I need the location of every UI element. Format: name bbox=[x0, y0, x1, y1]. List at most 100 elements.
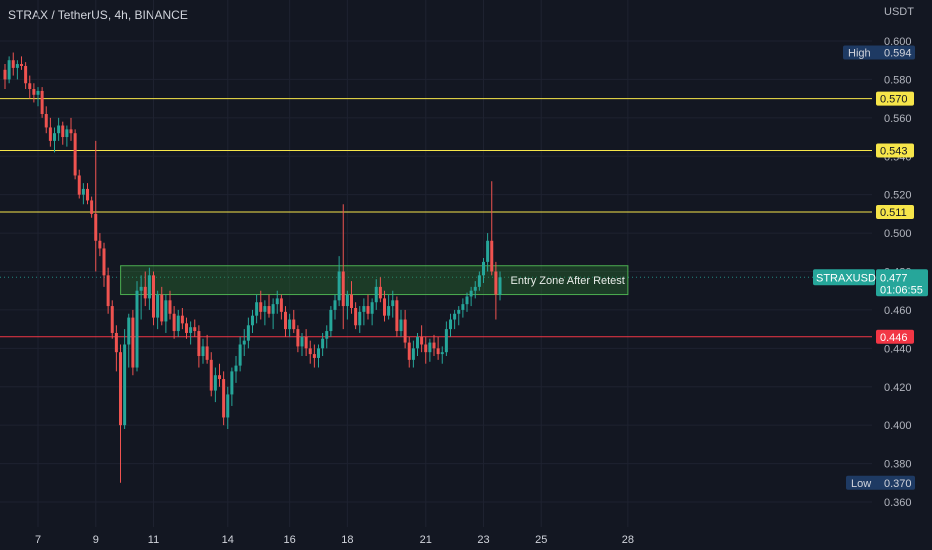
candle-body bbox=[36, 90, 40, 95]
entry-zone-label: Entry Zone After Retest bbox=[511, 275, 625, 287]
candle-body bbox=[366, 306, 370, 314]
low-label: Low bbox=[851, 478, 871, 490]
candle bbox=[176, 309, 180, 337]
candle-body bbox=[436, 348, 440, 355]
entry-zone bbox=[120, 265, 629, 296]
candle bbox=[288, 313, 292, 337]
candle bbox=[234, 356, 238, 383]
candle bbox=[457, 306, 461, 326]
candle bbox=[440, 346, 444, 364]
x-tick-label: 16 bbox=[284, 534, 296, 546]
candle-body bbox=[449, 319, 452, 330]
candle-body bbox=[399, 319, 403, 332]
candle-body bbox=[457, 309, 461, 314]
candle bbox=[399, 309, 403, 337]
candle-body bbox=[424, 344, 428, 353]
candle-body bbox=[11, 60, 15, 68]
candle bbox=[172, 306, 176, 339]
candle-body bbox=[205, 346, 209, 360]
candle bbox=[28, 75, 32, 99]
candle bbox=[32, 83, 36, 103]
candle-body bbox=[494, 271, 498, 295]
high-label: High bbox=[848, 48, 871, 60]
candle bbox=[411, 340, 415, 368]
candle bbox=[321, 332, 325, 357]
candle bbox=[226, 386, 230, 430]
candle-body bbox=[383, 298, 386, 316]
candle bbox=[403, 309, 407, 349]
candle bbox=[465, 292, 469, 312]
candle bbox=[362, 298, 366, 326]
last-price-tag-bg bbox=[876, 269, 928, 297]
candle-body bbox=[69, 129, 73, 134]
candle bbox=[358, 306, 362, 333]
candle bbox=[40, 87, 44, 118]
candle-body bbox=[337, 271, 341, 301]
candle bbox=[213, 367, 217, 403]
candle-body bbox=[395, 300, 399, 332]
candle bbox=[197, 325, 201, 368]
candle-countdown: 01:06:55 bbox=[880, 284, 923, 296]
candle-body bbox=[267, 306, 271, 314]
candle-body bbox=[90, 200, 94, 214]
candle bbox=[263, 300, 267, 326]
candle bbox=[354, 302, 358, 330]
candle bbox=[114, 325, 118, 372]
candle-body bbox=[246, 325, 250, 341]
candle-body bbox=[7, 60, 11, 80]
candle bbox=[284, 306, 287, 337]
candle-body bbox=[131, 317, 135, 368]
candle bbox=[432, 334, 436, 357]
candle-body bbox=[160, 294, 164, 322]
low-value: 0.370 bbox=[884, 478, 912, 490]
candle-body bbox=[321, 338, 325, 349]
candle bbox=[308, 340, 312, 364]
candle-body bbox=[40, 90, 44, 114]
candle-body bbox=[374, 286, 378, 303]
candle-body bbox=[312, 354, 316, 358]
candle-body bbox=[86, 188, 89, 201]
candle-body bbox=[81, 188, 85, 195]
candle-body bbox=[168, 300, 172, 314]
candle bbox=[461, 298, 465, 318]
candle bbox=[11, 52, 15, 76]
candle bbox=[218, 363, 221, 387]
candle bbox=[102, 242, 106, 287]
candle bbox=[304, 329, 308, 357]
currency-label: USDT bbox=[884, 6, 914, 18]
candle-body bbox=[213, 375, 217, 391]
candle-body bbox=[139, 286, 143, 291]
candle-body bbox=[473, 286, 477, 291]
candle-body bbox=[238, 344, 242, 366]
candle bbox=[292, 309, 296, 333]
candle bbox=[279, 294, 283, 320]
resistance-price-tag-text: 0.511 bbox=[880, 207, 907, 219]
candle-body bbox=[329, 309, 333, 332]
candle bbox=[317, 344, 320, 368]
candle-body bbox=[143, 286, 147, 299]
candle bbox=[255, 294, 259, 324]
candle bbox=[428, 338, 432, 362]
candle-body bbox=[345, 294, 349, 307]
candle bbox=[135, 281, 139, 372]
candle-body bbox=[432, 342, 436, 349]
candle-body bbox=[391, 300, 395, 307]
y-tick-label: 0.420 bbox=[884, 382, 912, 394]
high-stat: High 0.594 bbox=[843, 45, 915, 60]
candle-body bbox=[482, 261, 485, 276]
candle bbox=[345, 290, 349, 320]
candle-body bbox=[279, 298, 283, 312]
y-tick-label: 0.580 bbox=[884, 74, 912, 86]
candle bbox=[477, 271, 481, 291]
candle bbox=[238, 336, 242, 372]
x-tick-label: 18 bbox=[341, 534, 353, 546]
candle bbox=[300, 332, 304, 357]
x-tick-label: 11 bbox=[148, 534, 159, 546]
support-price-tag-text: 0.446 bbox=[880, 332, 908, 344]
candle bbox=[127, 313, 131, 368]
candle-body bbox=[20, 64, 23, 66]
candle bbox=[119, 344, 122, 483]
candle bbox=[482, 258, 485, 284]
